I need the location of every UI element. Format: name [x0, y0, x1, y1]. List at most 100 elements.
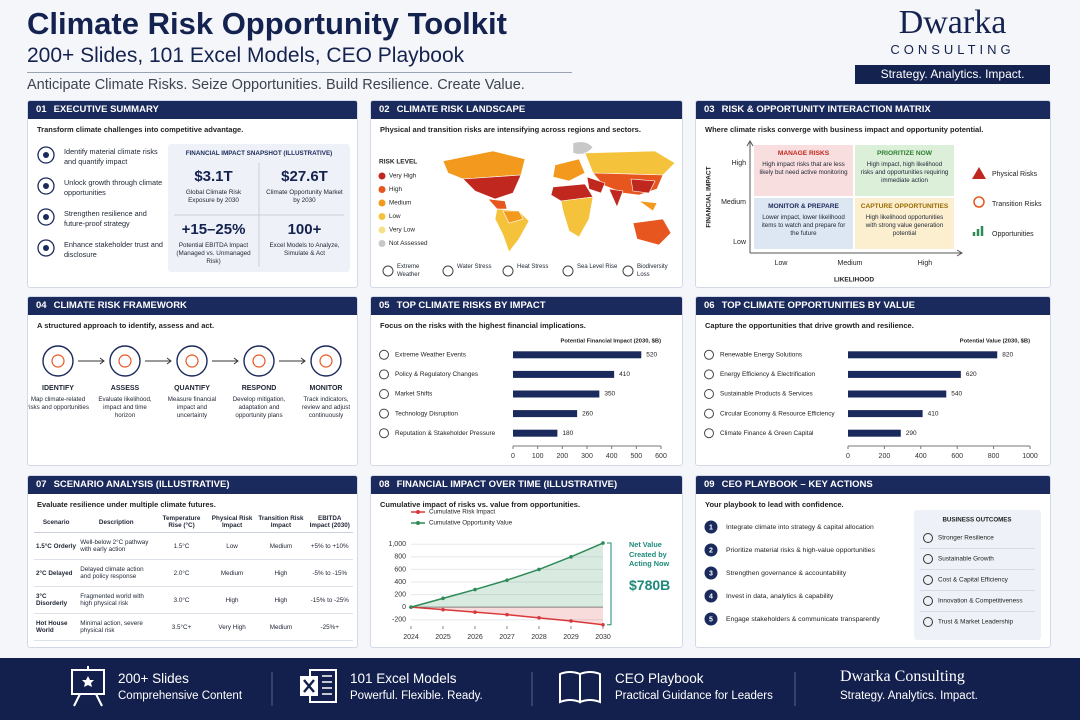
action-badge: [704, 612, 718, 626]
bar: [513, 390, 600, 398]
footer-brand-tag: Strategy. Analytics. Impact.: [840, 690, 978, 702]
x-tick-label: 2027: [499, 634, 515, 641]
step-arrow: [279, 357, 306, 365]
legend-label: Cumulative Opportunity Value: [429, 520, 513, 527]
bar: [513, 429, 558, 437]
legend-label: Cumulative Risk Impact: [429, 509, 495, 516]
data-point: [569, 619, 573, 623]
slides-icon: [71, 666, 105, 707]
x-tick-label: 600: [655, 453, 667, 460]
cell-title: PRIORITIZE NOW: [877, 150, 932, 157]
category-icon: [704, 369, 714, 380]
footer-icons: [71, 666, 796, 707]
map-region: [630, 178, 656, 194]
panel-canvas: Potential Financial Impact (2030, $B) Ext…: [379, 339, 667, 460]
step-text: Measure financial impact and uncertainty: [167, 396, 217, 419]
action-number: 5: [709, 616, 713, 623]
legend-label: Transition Risks: [992, 201, 1042, 208]
x-tick-label: 400: [915, 453, 927, 460]
bar: [848, 410, 923, 418]
item-icon-dot: [43, 214, 49, 220]
axis: [746, 140, 963, 257]
area-fill: [411, 607, 603, 625]
hazard-icon: [622, 265, 634, 277]
excel-icon: [300, 669, 337, 703]
x-tick-label: 2025: [435, 634, 451, 641]
panel-header: 05 TOP CLIMATE RISKS BY IMPACT: [371, 297, 682, 315]
action-text: Strengthen governance & accountability: [726, 570, 847, 577]
outcomes-title: BUSINESS OUTCOMES: [942, 517, 1011, 524]
category-label: Reputation & Stakeholder Pressure: [395, 430, 496, 437]
footer: 200+ Slides Comprehensive Content 101 Ex…: [0, 658, 1080, 720]
x-tick-label: 200: [556, 453, 568, 460]
category-label: Technology Disruption: [395, 410, 458, 417]
step-circle: [109, 345, 141, 377]
table-cell: -25%+: [306, 613, 353, 641]
y-level: Low: [733, 239, 747, 246]
x-tick-label: 2029: [563, 634, 579, 641]
table-cell: Delayed climate action and policy respon…: [78, 559, 155, 587]
legend-label: Not Assessed: [389, 240, 428, 247]
step-arrow: [212, 357, 239, 365]
footer-title: CEO Playbook: [615, 671, 704, 686]
x-level: High: [918, 260, 933, 267]
legend-label: Low: [389, 213, 401, 220]
outcome-icon: [923, 617, 933, 627]
value-label: 540: [951, 391, 962, 398]
data-point: [473, 610, 477, 614]
x-tick-label: 0: [511, 453, 515, 460]
table-cell: -15% to -25%: [306, 586, 353, 614]
hazard-icon: [382, 265, 394, 277]
panel-header: 04 CLIMATE RISK FRAMEWORK: [28, 297, 357, 315]
table-row: 3°C Disorderly Fragmented world with high…: [34, 586, 353, 614]
table-cell: Well-below 2°C pathway with early action: [78, 532, 155, 560]
legend-icon: [973, 196, 985, 208]
legend-icon: [972, 226, 984, 236]
hazard-label: Biodiversity Loss: [637, 264, 668, 278]
book-icon: [559, 671, 601, 704]
legend-label: Opportunities: [992, 231, 1034, 238]
table-header: Scenario Description Temperature Rise (°C)…: [34, 512, 353, 533]
outcomes-box: [914, 510, 1041, 640]
panel: Potential Value (2030, $B) Renewable Ener…: [695, 296, 1051, 466]
item-text: Enhance stakeholder trust and disclosure: [64, 240, 163, 259]
action-text: Integrate climate into strategy & capita…: [726, 524, 874, 531]
panel-number: 04: [36, 300, 47, 311]
action-badge: [704, 520, 718, 534]
snapshot-value: $3.1T: [194, 168, 233, 185]
panel-canvas: [42, 345, 342, 377]
table-cell: Medium: [208, 559, 256, 587]
table-cell: 2.0°C: [154, 559, 209, 587]
step-circle: [243, 345, 275, 377]
snapshot-title: FINANCIAL IMPACT SNAPSHOT (ILLUSTRATIVE): [185, 150, 333, 157]
table-cell: 3.5°C+: [154, 613, 209, 641]
footer-sub: Practical Guidance for Leaders: [615, 690, 773, 702]
snapshot-label: Potential EBITDA Impact (Managed vs. Unm…: [176, 242, 251, 265]
map-region: [442, 150, 526, 180]
value-label: 520: [646, 352, 657, 359]
legend-swatch: [378, 186, 386, 193]
snapshot-value: 100+: [287, 221, 322, 238]
hazard-icon: [442, 265, 454, 277]
x-tick-label: 500: [630, 453, 642, 460]
panel-number: 05: [379, 300, 390, 311]
footer-brand: Dwarka Consulting: [840, 668, 965, 685]
map-region: [586, 176, 606, 194]
category-icon: [379, 389, 389, 399]
tagline: Anticipate Climate Risks. Seize Opportun…: [27, 77, 525, 93]
hazard-icon: [562, 265, 574, 277]
x-tick-label: 2024: [403, 634, 419, 641]
step-text: Track indicators, review and adjust cont…: [301, 396, 351, 419]
value-label: 410: [619, 371, 630, 378]
step-title: IDENTIFY: [42, 385, 74, 392]
step-glyph: [51, 354, 65, 368]
x-tick-label: 1000: [1022, 453, 1038, 460]
matrix-cell: [855, 198, 954, 249]
step-circle: [42, 345, 74, 377]
data-point: [441, 607, 445, 612]
outcome-label: Cost & Capital Efficiency: [938, 577, 1009, 584]
step-arrow: [78, 357, 105, 365]
header-cell: Physical Risk Impact: [208, 512, 256, 533]
category-icon: [379, 369, 389, 380]
panel-header: 06 TOP CLIMATE OPPORTUNITIES BY VALUE: [696, 297, 1050, 315]
